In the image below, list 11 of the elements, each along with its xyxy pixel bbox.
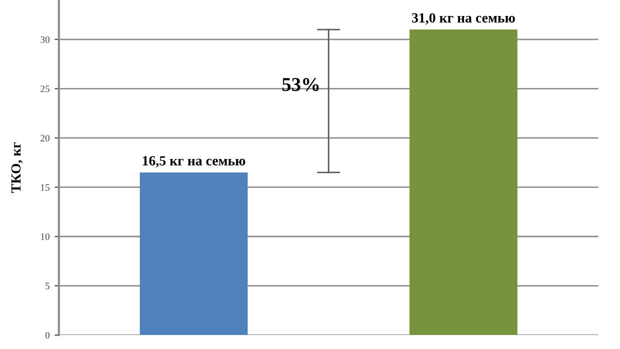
y-tick-label: 25 [40,86,50,92]
y-tick-label: 20 [40,134,50,142]
y-tick-label: 0 [45,332,50,339]
annotation: 53% [282,78,319,92]
y-tick-label: 15 [41,184,50,191]
data-label: 31,0 кг на семью [412,13,515,25]
y-tick-label: 5 [46,282,50,290]
y-tick-label: 10 [41,233,50,240]
y-tick-label: 30 [40,36,50,43]
data-label: 16,5 кг на семью [142,156,246,168]
y-axis-title: ТКО, кг [11,142,23,193]
